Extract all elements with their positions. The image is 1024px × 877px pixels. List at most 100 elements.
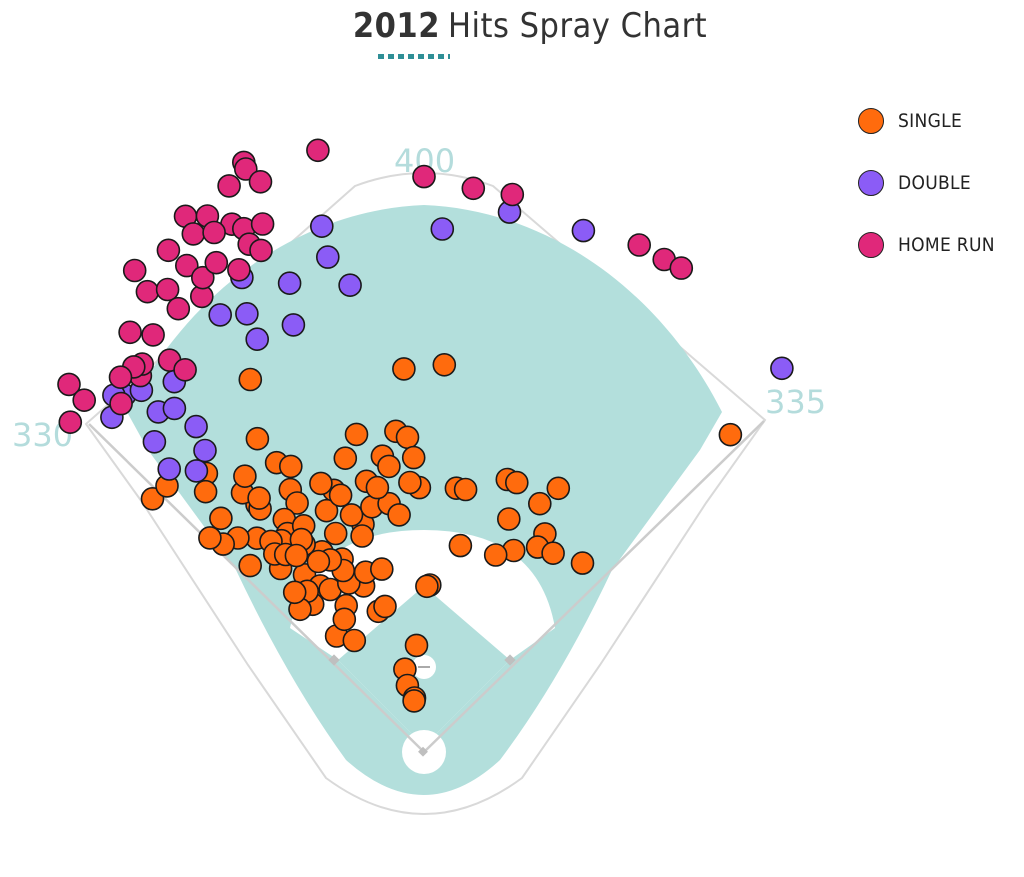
hit-marker-single-52 — [365, 475, 390, 500]
hit-marker-home-run-38 — [500, 182, 525, 207]
hit-marker-single-95 — [404, 633, 429, 658]
hit-marker-single-31 — [282, 580, 307, 605]
title-underline — [378, 54, 450, 59]
hit-marker-home-run-27 — [72, 388, 96, 413]
hit-marker-home-run-11 — [227, 257, 251, 282]
hit-marker-single-56 — [453, 477, 478, 502]
third-base — [328, 654, 340, 666]
hit-marker-single-61 — [546, 476, 571, 501]
hit-marker-home-run-2 — [306, 138, 330, 163]
chart-title-text: Hits Spray Chart — [447, 6, 708, 46]
hit-marker-home-run-20 — [118, 320, 142, 345]
outer-wall-outline — [84, 172, 767, 815]
hit-marker-home-run-31 — [202, 220, 226, 245]
legend-swatch-home-run — [858, 232, 884, 258]
legend-item-home-run: HOME RUN — [858, 214, 995, 276]
hit-marker-single-87 — [284, 543, 309, 568]
hit-marker-single-97 — [402, 689, 426, 713]
hit-marker-single-68 — [718, 422, 743, 447]
hit-marker-single-4 — [392, 357, 416, 381]
hit-marker-home-run-36 — [412, 164, 436, 189]
hit-marker-single-98 — [342, 628, 367, 653]
hit-marker-single-39 — [309, 471, 333, 496]
legend: SINGLE DOUBLE HOME RUN — [858, 90, 995, 276]
hit-marker-single-2 — [395, 425, 420, 450]
hit-marker-single-43 — [193, 479, 218, 504]
legend-label-double: DOUBLE — [898, 172, 971, 194]
hit-marker-double-23 — [184, 414, 208, 439]
right-foul-line — [423, 420, 765, 753]
hit-marker-home-run-19 — [204, 250, 229, 275]
hit-marker-single-58 — [504, 470, 529, 495]
hit-marker-single-91 — [333, 446, 358, 471]
hit-marker-home-run-41 — [669, 256, 694, 280]
hit-marker-double-5 — [208, 303, 232, 327]
hit-marker-home-run-39 — [627, 233, 652, 257]
hit-marker-home-run-13 — [122, 258, 147, 283]
hit-marker-double-16 — [245, 327, 270, 352]
hit-marker-single-9 — [238, 367, 263, 392]
hit-marker-single-92 — [377, 454, 401, 479]
hit-marker-single-40 — [278, 454, 303, 479]
chart-title-year: 2012 — [352, 6, 440, 46]
hit-marker-single-64 — [483, 543, 508, 567]
hit-marker-single-89 — [314, 498, 339, 523]
hit-marker-single-46 — [247, 486, 271, 510]
hit-marker-double-14 — [338, 273, 362, 298]
hit-marker-double-6 — [235, 301, 259, 326]
hit-marker-single-88 — [306, 549, 331, 574]
hit-marker-double-15 — [281, 313, 306, 337]
hit-marker-single-66 — [541, 541, 565, 566]
hit-marker-home-run-14 — [135, 279, 160, 304]
hit-marker-double-7 — [277, 271, 302, 296]
hit-marker-home-run-21 — [141, 323, 165, 347]
hit-marker-double-22 — [157, 457, 181, 481]
hit-marker-home-run-8 — [250, 212, 275, 236]
hit-marker-double-24 — [770, 356, 794, 381]
legend-item-double: DOUBLE — [858, 152, 995, 214]
hit-marker-single-35 — [198, 526, 222, 550]
hit-marker-double-20 — [193, 438, 217, 463]
hit-marker-single-83 — [332, 607, 357, 632]
hit-marker-single-60 — [527, 491, 552, 516]
hit-marker-single-11 — [415, 574, 439, 599]
hit-marker-single-0 — [344, 422, 369, 447]
hit-marker-single-38 — [285, 491, 309, 515]
hit-marker-single-99 — [350, 524, 374, 548]
hit-marker-single-70 — [373, 594, 397, 619]
hit-marker-single-21 — [339, 503, 364, 527]
hit-marker-home-run-16 — [166, 296, 191, 321]
hit-marker-single-18 — [323, 521, 348, 546]
legend-label-home-run: HOME RUN — [898, 234, 995, 256]
hit-marker-home-run-4 — [181, 222, 206, 246]
hit-marker-double-10 — [309, 214, 334, 238]
hit-marker-double-13 — [571, 218, 596, 243]
hit-marker-single-67 — [570, 551, 595, 575]
hit-marker-double-21 — [184, 459, 209, 483]
hit-marker-double-9 — [315, 245, 340, 269]
hit-marker-single-93 — [401, 445, 426, 470]
hit-marker-home-run-15 — [155, 277, 180, 302]
outfield-grass — [127, 205, 722, 795]
first-base — [504, 654, 516, 666]
hit-marker-home-run-29 — [58, 410, 83, 435]
hit-marker-single-42 — [233, 464, 257, 489]
hit-marker-single-78 — [209, 506, 233, 531]
hit-marker-home-run-28 — [109, 391, 133, 416]
hit-marker-home-run-33 — [217, 174, 241, 198]
hit-marker-double-11 — [430, 217, 455, 241]
left-foul-line — [88, 423, 425, 753]
legend-item-single: SINGLE — [858, 90, 995, 152]
hit-marker-home-run-18 — [191, 265, 215, 290]
legend-swatch-double — [858, 170, 884, 196]
distance-label-right-field: 335 — [765, 383, 826, 421]
hit-marker-home-run-37 — [461, 176, 486, 201]
legend-label-single: SINGLE — [898, 110, 963, 132]
hit-marker-single-94 — [398, 470, 422, 495]
hit-marker-single-53 — [387, 503, 411, 527]
hit-marker-single-59 — [496, 507, 521, 531]
hit-marker-double-18 — [162, 396, 187, 421]
chart-title: 2012 Hits Spray Chart — [0, 6, 1024, 46]
hit-marker-single-69 — [448, 533, 473, 558]
